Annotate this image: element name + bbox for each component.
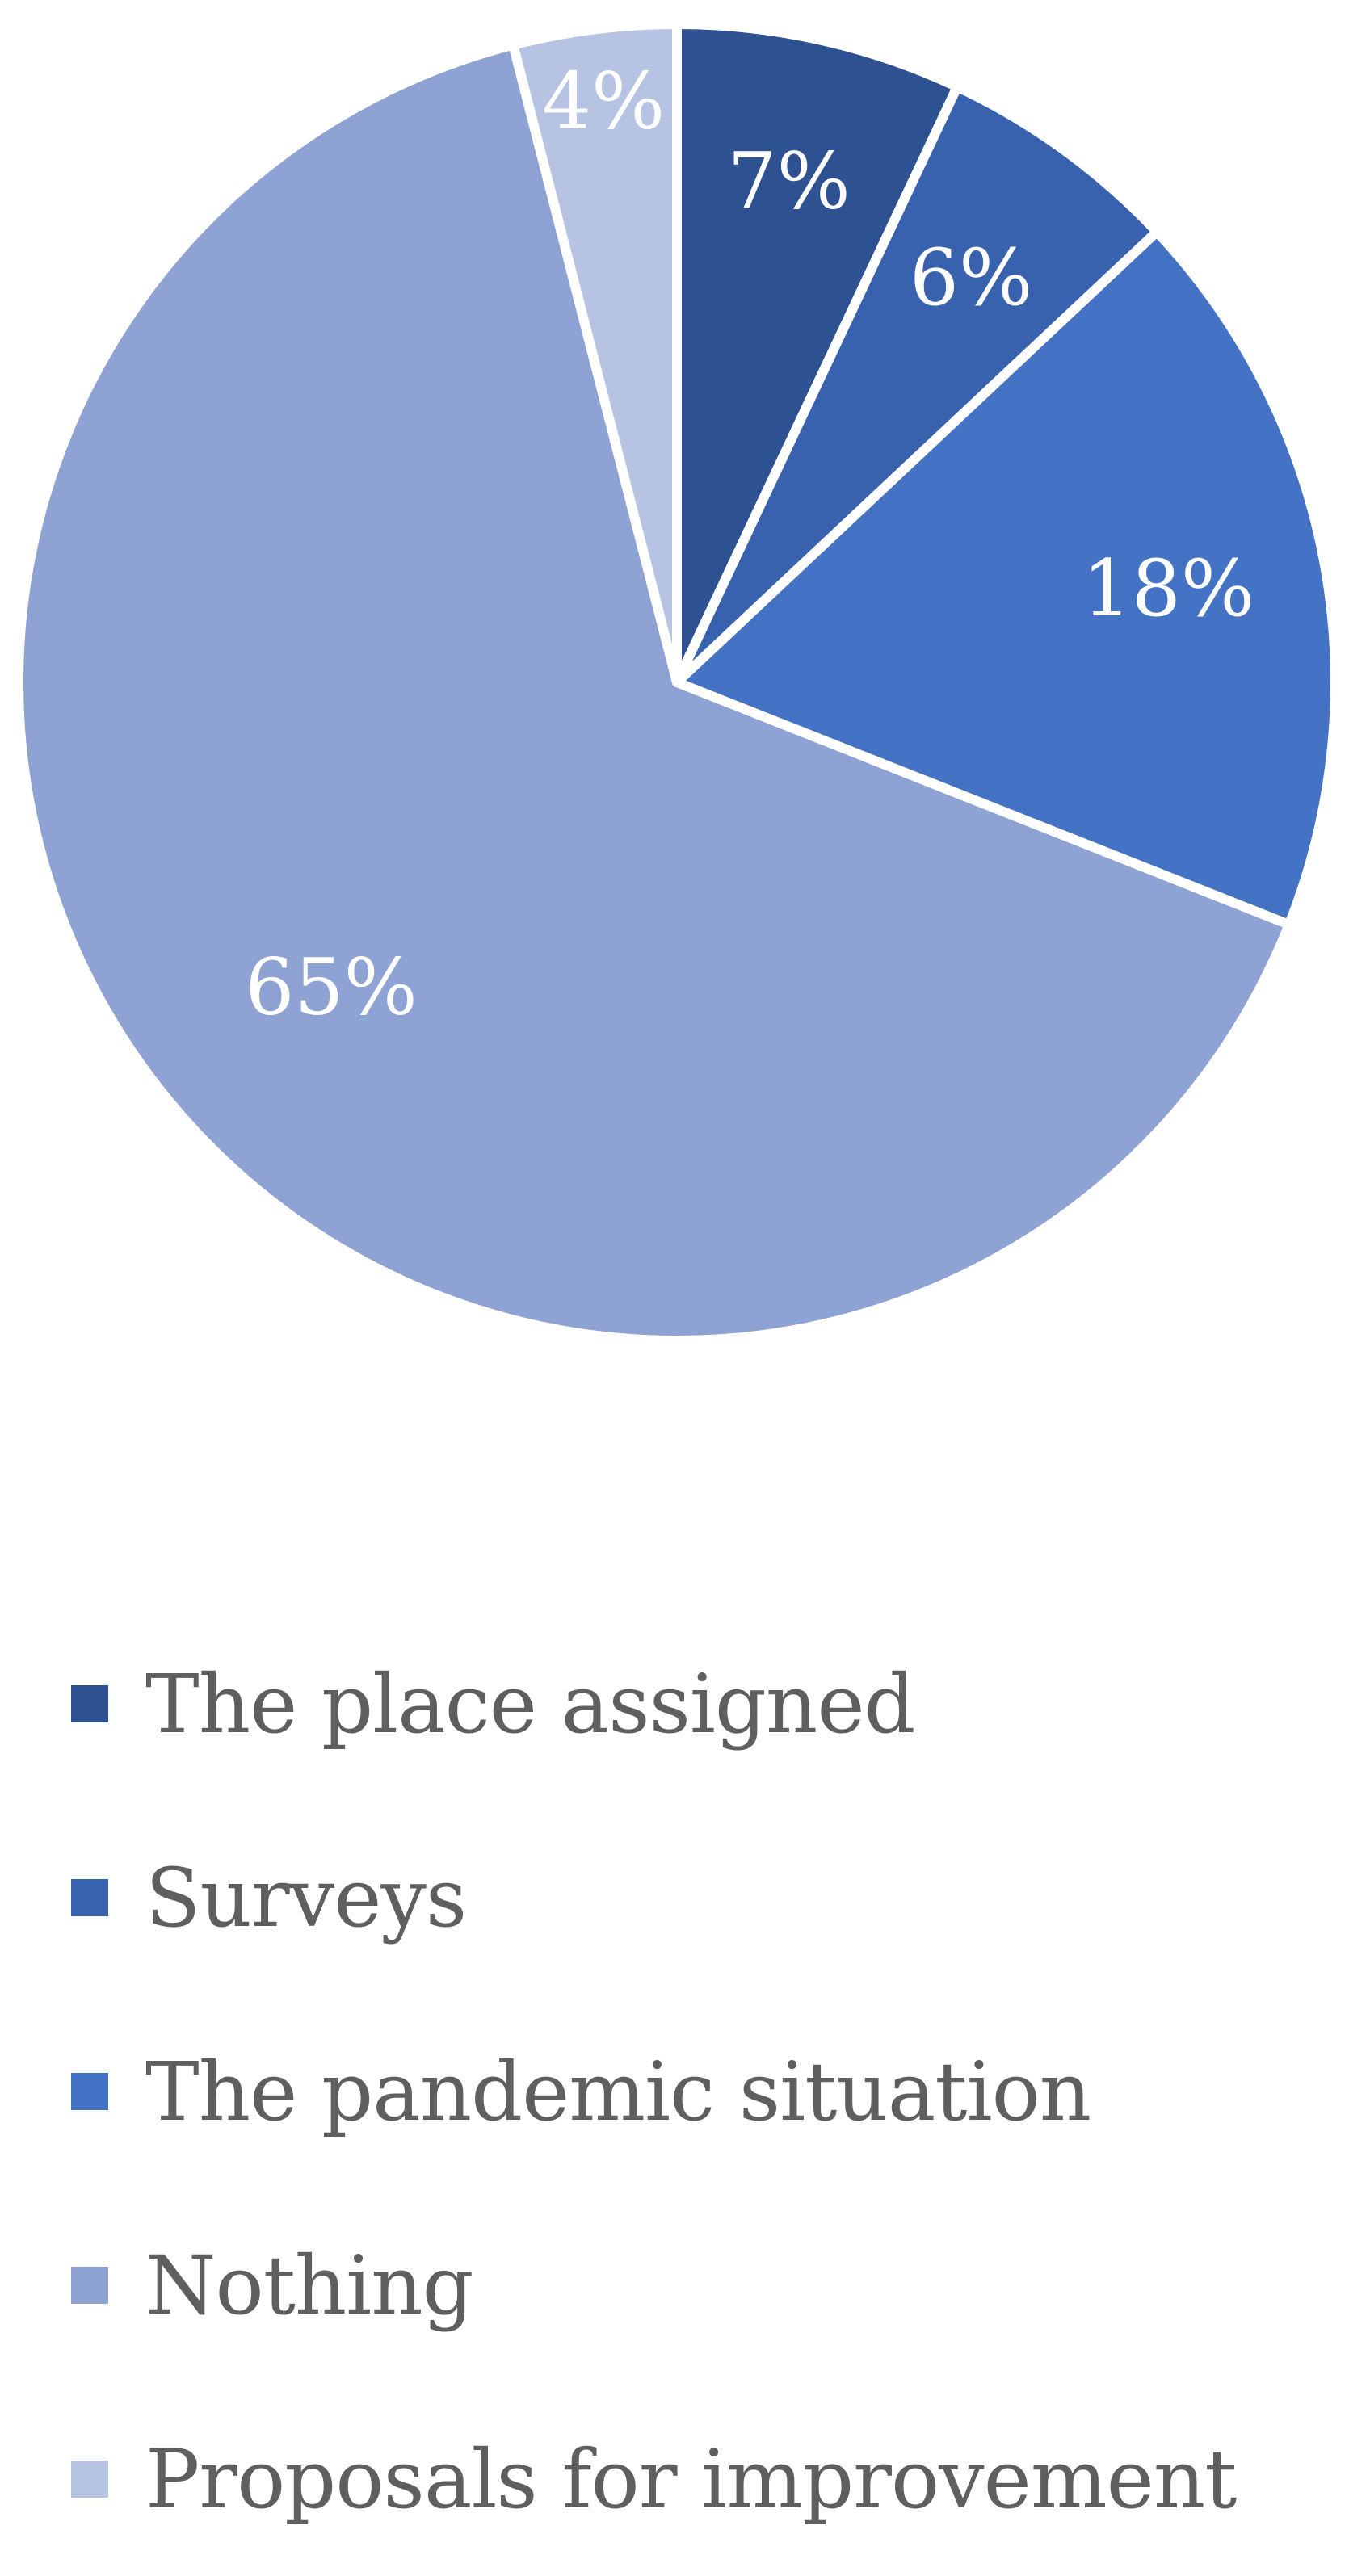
legend-item-surveys: Surveys [71, 1801, 1339, 1995]
data-label-nothing: 65% [245, 942, 417, 1032]
legend-swatch-the-pandemic-situation [71, 2073, 108, 2110]
legend-item-nothing: Nothing [71, 2188, 1339, 2382]
data-label-surveys: 6% [910, 233, 1032, 323]
data-label-the-pandemic-situation: 18% [1082, 543, 1254, 634]
legend-label-the-pandemic-situation: The pandemic situation [145, 2044, 1091, 2139]
legend: The place assigned Surveys The pandemic … [71, 1607, 1339, 2576]
pie-slice-nothing [14, 40, 1294, 1345]
data-label-proposals-for-improvement: 4% [542, 56, 665, 146]
legend-swatch-the-place-assigned [71, 1685, 108, 1722]
pie-chart: 7% 6% 18% 65% 4% [14, 19, 1341, 1345]
legend-item-the-place-assigned: The place assigned [71, 1607, 1339, 1801]
legend-item-the-pandemic-situation: The pandemic situation [71, 1995, 1339, 2188]
pie-slice-the-place-assigned [672, 19, 963, 687]
legend-swatch-proposals-for-improvement [71, 2461, 108, 2498]
legend-swatch-surveys [71, 1879, 108, 1916]
pie-slice-surveys [672, 82, 1162, 687]
pie-slice-proposals-for-improvement [508, 19, 682, 687]
legend-label-the-place-assigned: The place assigned [145, 1656, 916, 1752]
pie-data-labels: 7% 6% 18% 65% 4% [245, 56, 1254, 1032]
pie-slices [14, 19, 1341, 1345]
legend-label-proposals-for-improvement: Proposals for improvement [145, 2431, 1237, 2527]
legend-label-nothing: Nothing [145, 2238, 474, 2333]
legend-label-surveys: Surveys [145, 1850, 467, 1945]
data-label-the-place-assigned: 7% [728, 136, 851, 227]
legend-swatch-nothing [71, 2267, 108, 2304]
pie-slice-the-pandemic-situation [672, 227, 1341, 930]
legend-item-proposals-for-improvement: Proposals for improvement [71, 2382, 1339, 2576]
